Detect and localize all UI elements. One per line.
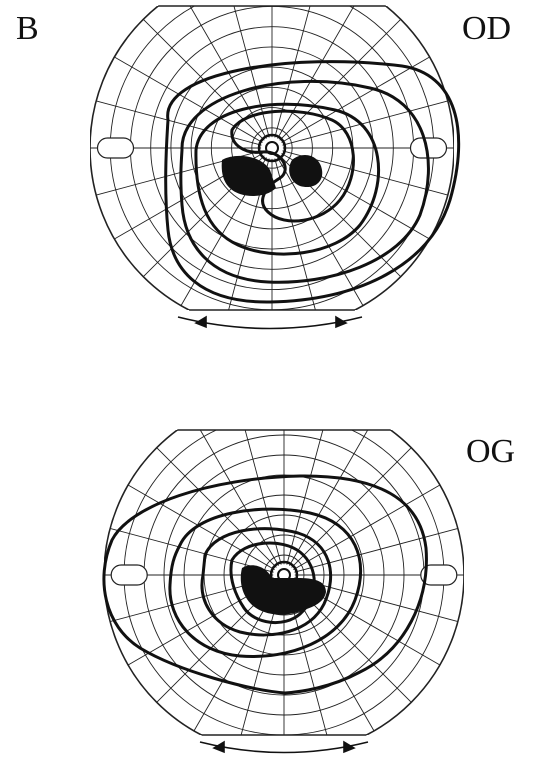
- od-meridian: [189, 6, 267, 139]
- og-meridian: [244, 430, 282, 565]
- right-eye-tangent-scale: [177, 315, 363, 330]
- og-blind-spot-marker: [110, 564, 148, 586]
- og-meridian: [293, 484, 441, 570]
- right-eye-inner-isopter: [230, 109, 355, 223]
- od-meridian: [277, 6, 355, 139]
- od-meridian: [277, 157, 364, 306]
- og-meridian: [127, 484, 275, 570]
- right-eye-label: OD: [462, 10, 512, 47]
- og-meridian: [286, 430, 324, 565]
- og-meridian: [109, 527, 274, 573]
- right-eye-second-isopter: [179, 80, 430, 284]
- left-eye-tangent-scale: [199, 740, 369, 754]
- og-meridian: [199, 430, 279, 566]
- right-eye-isopters: [164, 60, 461, 304]
- right-eye-third-isopter: [194, 102, 381, 256]
- left-eye-inner-isopter: [229, 541, 316, 625]
- left-eye-outer-isopter: [102, 474, 428, 695]
- right-eye-fixation-target: [257, 133, 287, 163]
- left-eye-grid: [104, 429, 464, 736]
- og-meridian: [294, 527, 459, 573]
- left-eye-isopters: [102, 474, 428, 695]
- od-meridian: [114, 56, 263, 143]
- og-grid-lines: [104, 430, 464, 735]
- od-meridian: [274, 158, 316, 310]
- od-meridian: [281, 56, 430, 143]
- og-meridian: [291, 447, 412, 568]
- left-eye-second-isopter: [168, 507, 363, 658]
- panel-label: B: [16, 10, 39, 47]
- left-eye-third-isopter: [200, 527, 333, 637]
- od-meridian: [279, 18, 402, 141]
- og-blind-spot-marker: [420, 564, 458, 586]
- od-meridian: [282, 100, 448, 146]
- og-meridian: [289, 430, 369, 566]
- right-eye-scotoma: [221, 155, 323, 196]
- left-eye-scotoma: [240, 565, 326, 615]
- og-meridian: [156, 447, 277, 568]
- right-eye-outer-isopter: [164, 60, 461, 304]
- od-blind-spot-marker: [96, 137, 135, 159]
- left-eye-label: OG: [466, 433, 516, 470]
- right-eye-grid: [90, 5, 454, 311]
- od-meridian: [233, 6, 270, 138]
